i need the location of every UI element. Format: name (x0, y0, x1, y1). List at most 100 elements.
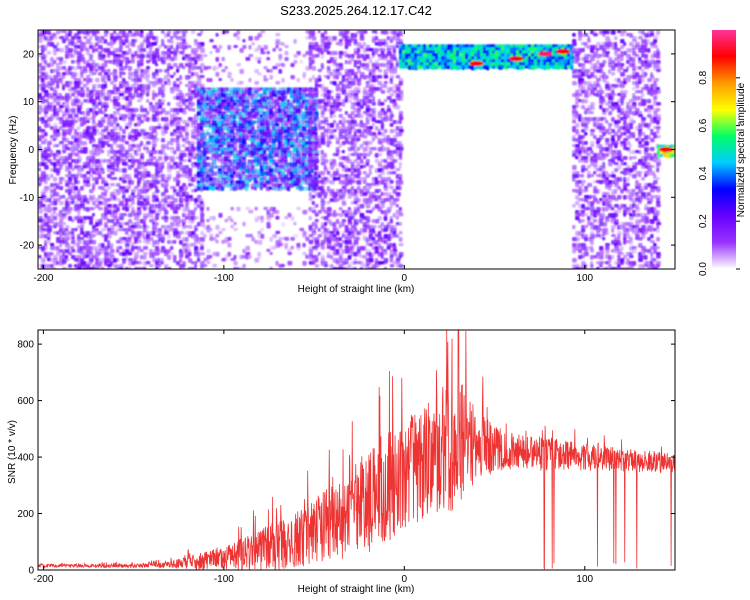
heatmap-cell (185, 186, 189, 190)
heatmap-cell (242, 263, 246, 269)
heatmap-cell (155, 186, 159, 190)
heatmap-cell (395, 216, 399, 220)
heatmap-cell (56, 222, 60, 227)
heatmap-cell (86, 60, 90, 64)
heatmap-cell (248, 254, 252, 259)
heatmap-cell (77, 213, 81, 217)
heatmap-cell (182, 192, 186, 197)
heatmap-cell (86, 180, 90, 184)
heatmap-cell (239, 69, 244, 74)
heatmap-cell (89, 141, 93, 144)
heatmap-cell (47, 186, 51, 191)
heatmap-cell (395, 204, 399, 208)
heatmap-cell (71, 42, 75, 47)
heatmap-cell (215, 48, 220, 53)
heatmap-cell (182, 159, 186, 163)
heatmap-cell (215, 251, 220, 257)
heatmap-cell (68, 192, 72, 196)
heatmap-cell (68, 81, 73, 85)
heatmap-cell (110, 45, 114, 49)
heatmap-cell (260, 233, 265, 239)
heatmap-cell (164, 183, 169, 187)
heatmap-cell (137, 237, 141, 241)
heatmap-cell (101, 87, 106, 90)
heatmap-cell (77, 126, 81, 131)
heatmap-cell (326, 201, 331, 204)
heatmap-cell (188, 66, 192, 70)
heatmap-cell (289, 117, 294, 121)
heatmap-cell (119, 48, 123, 53)
heatmap-cell (77, 141, 80, 145)
heatmap-cell (155, 81, 159, 86)
heatmap-cell (83, 246, 87, 250)
heatmap-cell (275, 209, 280, 215)
heatmap-cell (44, 198, 48, 203)
chart-title: S233.2025.264.12.17.C42 (280, 3, 432, 18)
heatmap-cell (176, 144, 181, 148)
heatmap-cell (311, 60, 315, 65)
heatmap-cell (104, 48, 108, 53)
heatmap-cell (89, 78, 93, 83)
heatmap-cell (44, 165, 49, 170)
heatmap-cell (134, 90, 139, 94)
heatmap-cell (362, 135, 368, 139)
heatmap-cell (47, 63, 51, 68)
heatmap-cell (101, 177, 105, 181)
heatmap-cell (164, 123, 168, 127)
heatmap-cell (116, 192, 121, 196)
heatmap-cell (362, 30, 368, 34)
heatmap-cell (152, 90, 156, 94)
heatmap-cell (65, 138, 69, 143)
heatmap-cell (80, 204, 85, 209)
heatmap-cell (86, 207, 90, 212)
heatmap-cell (215, 233, 220, 238)
heatmap-cell (398, 213, 404, 217)
heatmap-cell (377, 54, 381, 57)
heatmap-cell (395, 120, 399, 125)
heatmap-cell (155, 177, 159, 181)
heatmap-cell (38, 135, 42, 139)
heatmap-cell (92, 114, 96, 118)
heatmap-cell (206, 66, 212, 70)
heatmap-cell (350, 123, 355, 127)
heatmap-cell (146, 261, 151, 265)
heatmap-cell (155, 198, 159, 202)
heatmap-cell (38, 201, 43, 205)
heatmap-cell (104, 213, 108, 217)
heatmap-cell (62, 216, 67, 220)
heatmap-cell (217, 105, 222, 109)
heatmap-cell (317, 174, 321, 179)
heatmap-cell (53, 165, 57, 169)
heatmap-cell (356, 90, 361, 94)
heatmap-cell (356, 147, 361, 151)
heatmap-cell (68, 171, 72, 175)
heatmap-cell (65, 144, 69, 148)
heatmap-cell (59, 201, 64, 206)
heatmap-cell (332, 51, 338, 56)
heatmap-cell (344, 111, 348, 115)
heatmap-cell (167, 195, 171, 200)
heatmap-cell (232, 132, 236, 136)
heatmap-cell (107, 78, 111, 82)
heatmap-cell (176, 84, 180, 88)
heatmap-cell (380, 102, 385, 106)
heatmap-cell (71, 240, 76, 245)
heatmap-cell (140, 69, 144, 73)
heatmap-cell (92, 72, 97, 76)
heatmap-cell (110, 219, 115, 223)
heatmap-cell (170, 195, 175, 200)
heatmap-cell (155, 213, 160, 217)
heatmap-cell (362, 156, 367, 160)
heatmap-cell (283, 159, 288, 163)
heatmap-cell (209, 51, 213, 55)
heatmap-cell (125, 114, 129, 119)
heatmap-cell (128, 135, 132, 140)
heatmap-cell (107, 207, 112, 211)
heatmap-cell (110, 36, 114, 40)
heatmap-cell (374, 198, 378, 202)
heatmap-cell (158, 180, 162, 185)
heatmap-cell (179, 240, 183, 245)
heatmap-cell (362, 57, 367, 62)
heatmap-cell (179, 135, 184, 139)
heatmap-cell (137, 201, 141, 206)
